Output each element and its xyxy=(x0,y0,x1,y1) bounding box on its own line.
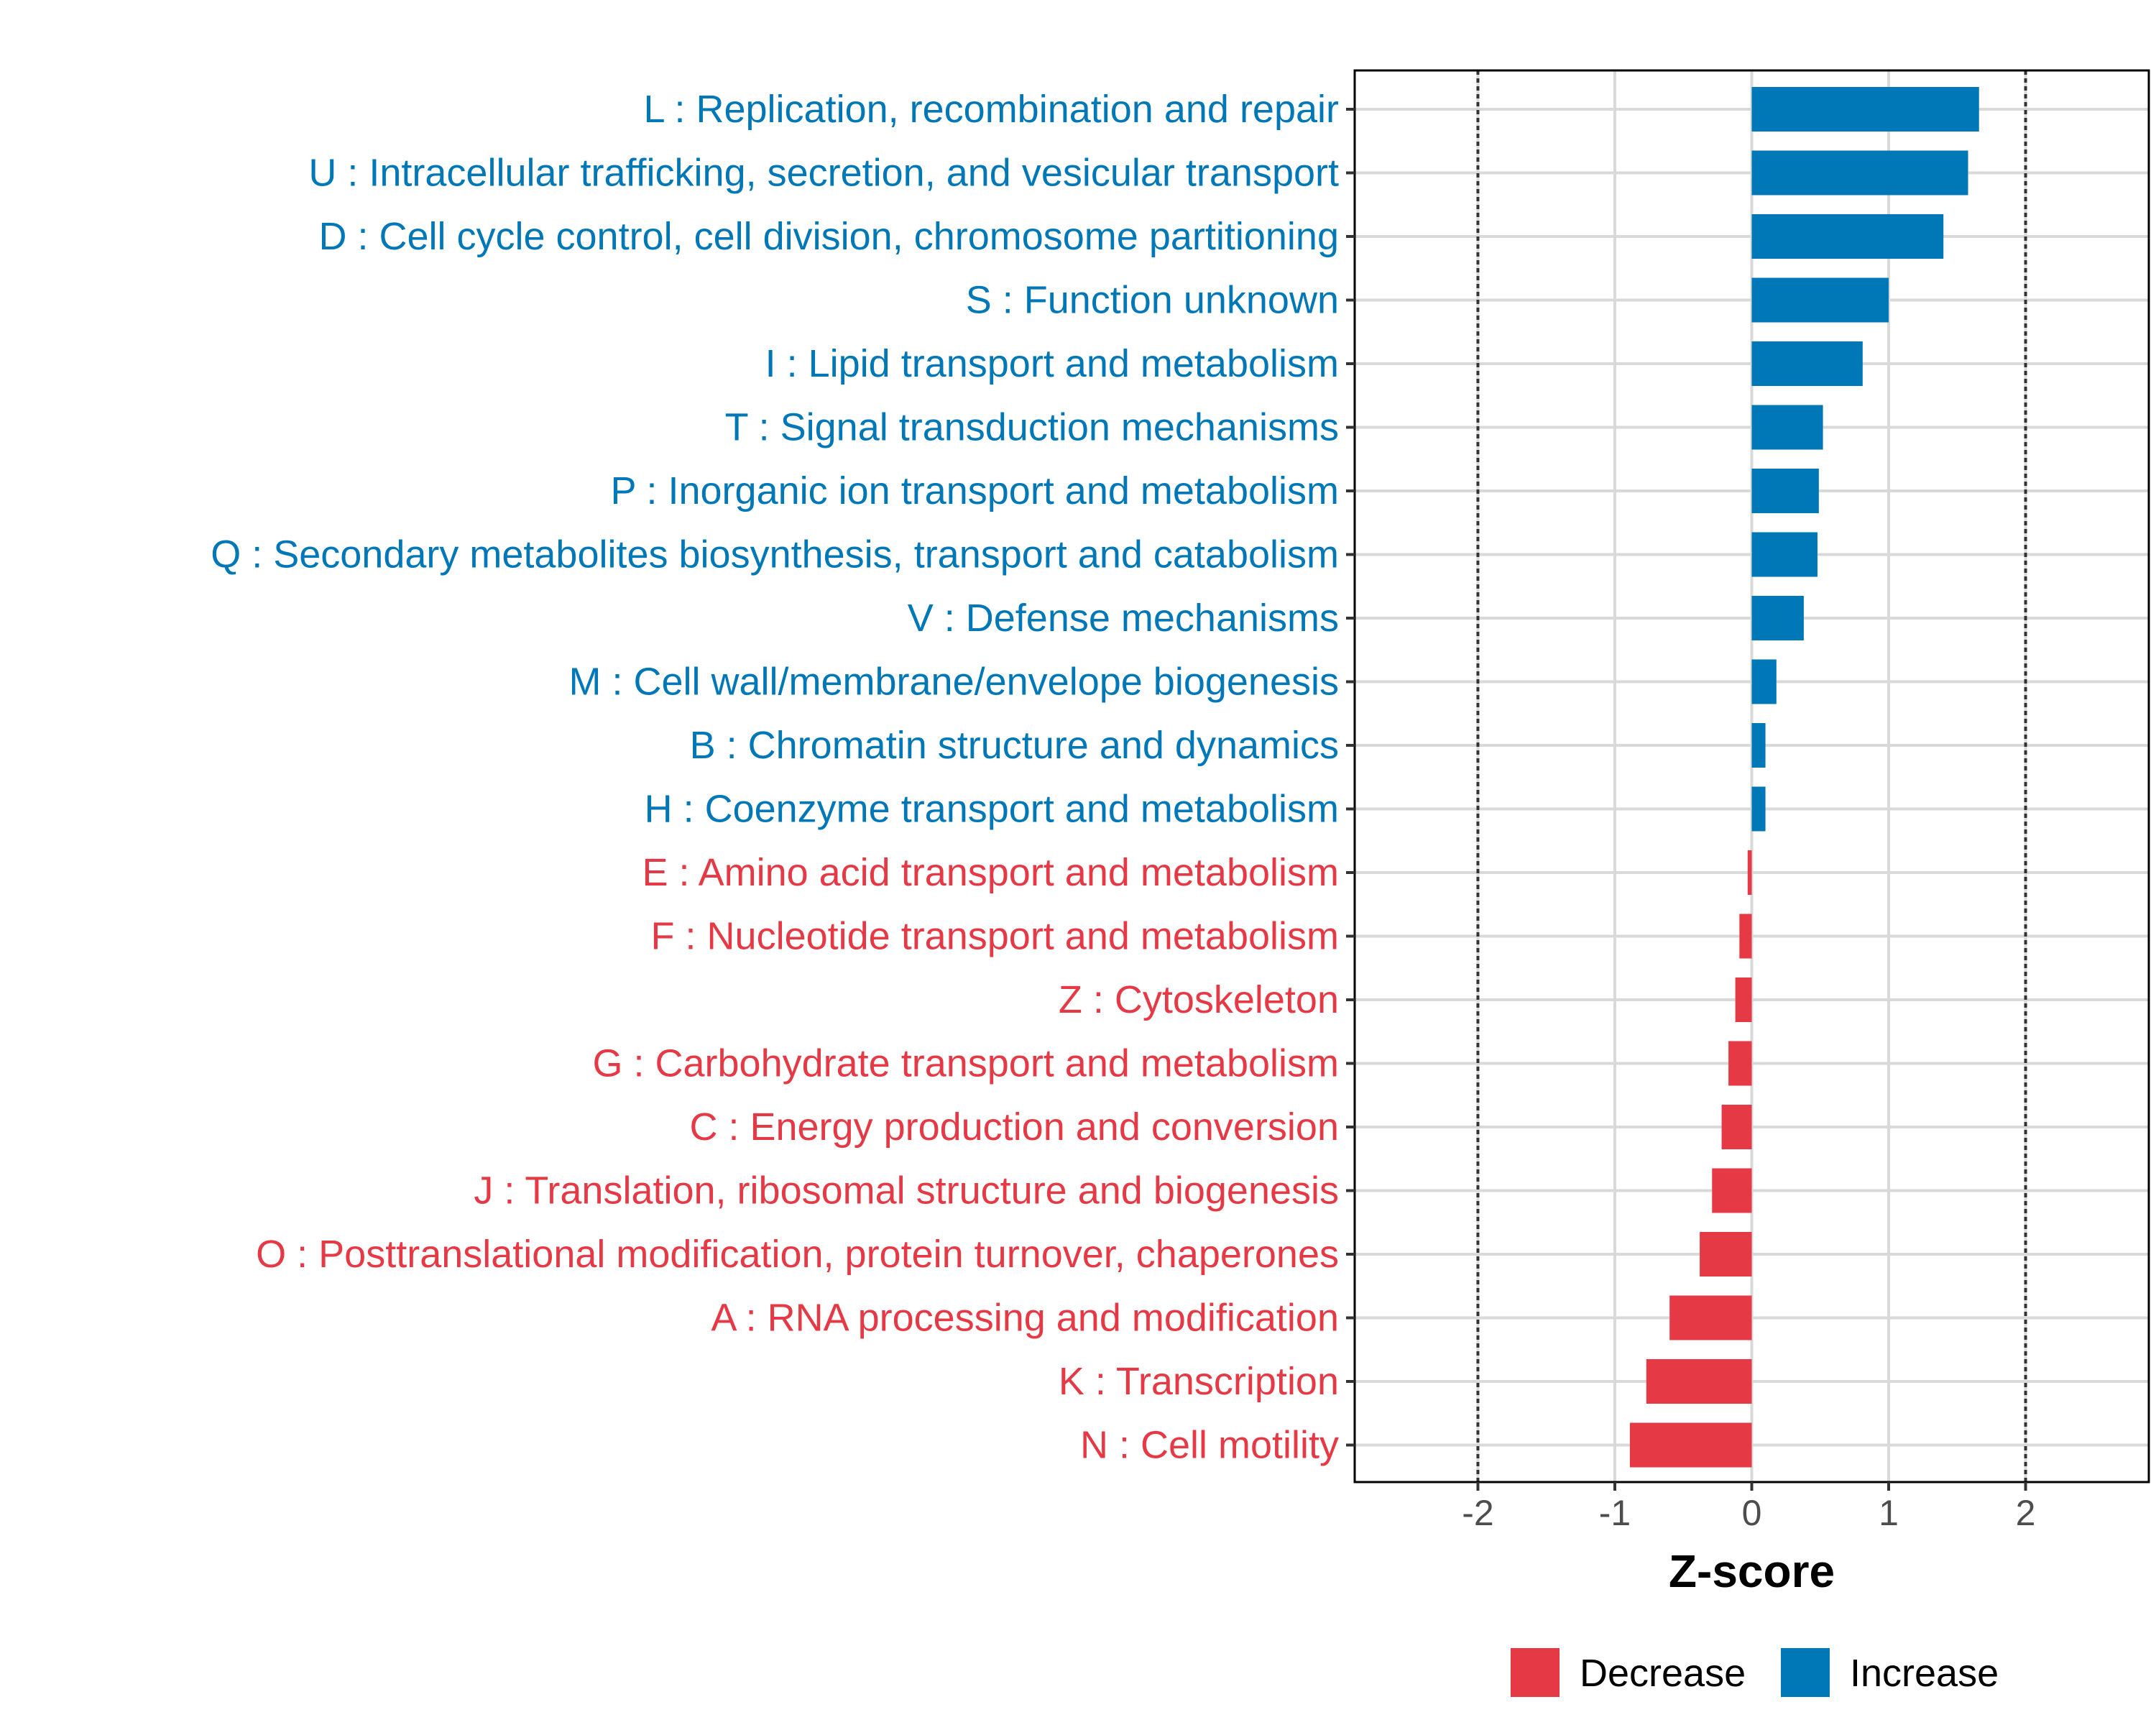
category-label: Q : Secondary metabolites biosynthesis, … xyxy=(211,533,1339,576)
x-tick-label: -2 xyxy=(1462,1493,1493,1533)
legend-label: Increase xyxy=(1850,1652,1999,1695)
category-label: V : Defense mechanisms xyxy=(908,597,1339,640)
category-label: N : Cell motility xyxy=(1080,1424,1339,1467)
bar xyxy=(1739,914,1752,959)
bar xyxy=(1721,1105,1752,1149)
bars xyxy=(1629,87,1979,1468)
bar xyxy=(1751,723,1766,768)
bar xyxy=(1751,596,1804,640)
category-label: E : Amino acid transport and metabolism xyxy=(642,851,1339,894)
bar xyxy=(1712,1168,1752,1213)
x-axis-ticks: -2 -1 0 1 2 xyxy=(1462,1482,2035,1533)
x-tick-label: 1 xyxy=(1879,1493,1899,1533)
bar xyxy=(1751,341,1863,386)
bar xyxy=(1646,1359,1752,1404)
category-label: K : Transcription xyxy=(1059,1360,1339,1403)
category-label: H : Coenzyme transport and metabolism xyxy=(645,788,1339,831)
category-label: L : Replication, recombination and repai… xyxy=(643,88,1339,131)
category-label: B : Chromatin structure and dynamics xyxy=(690,724,1339,767)
bar xyxy=(1751,87,1979,132)
category-label: I : Lipid transport and metabolism xyxy=(765,342,1339,385)
bar xyxy=(1728,1041,1752,1086)
bar xyxy=(1751,469,1819,513)
bar xyxy=(1700,1232,1752,1276)
category-label: S : Function unknown xyxy=(966,279,1339,322)
category-label: A : RNA processing and modification xyxy=(711,1297,1339,1340)
bar xyxy=(1751,532,1818,577)
bar xyxy=(1751,786,1766,832)
legend-label: Decrease xyxy=(1580,1652,1746,1695)
y-axis-category-labels: L : Replication, recombination and repai… xyxy=(211,88,1339,1467)
category-label: C : Energy production and conversion xyxy=(689,1105,1339,1149)
category-label: Z : Cytoskeleton xyxy=(1059,978,1339,1021)
bar xyxy=(1751,405,1823,450)
legend-swatch xyxy=(1781,1648,1830,1697)
category-label: O : Posttranslational modification, prot… xyxy=(256,1233,1339,1276)
bar xyxy=(1751,150,1968,196)
x-axis-title: Z-score xyxy=(1669,1545,1835,1597)
bar xyxy=(1669,1295,1752,1340)
category-label: F : Nucleotide transport and metabolism xyxy=(651,915,1339,958)
category-label: D : Cell cycle control, cell division, c… xyxy=(318,215,1339,258)
legend: Decrease Increase xyxy=(1511,1648,1999,1697)
legend-swatch xyxy=(1511,1648,1560,1697)
bar xyxy=(1629,1422,1752,1468)
category-label: J : Translation, ribosomal structure and… xyxy=(474,1169,1339,1213)
category-label: T : Signal transduction mechanisms xyxy=(725,406,1339,449)
bar xyxy=(1751,659,1777,704)
category-label: G : Carbohydrate transport and metabolis… xyxy=(593,1042,1340,1085)
bar xyxy=(1751,214,1944,259)
x-tick-label: 0 xyxy=(1742,1493,1762,1533)
category-label: M : Cell wall/membrane/envelope biogenes… xyxy=(568,661,1339,704)
category-label: U : Intracellular trafficking, secretion… xyxy=(308,152,1339,195)
x-tick-label: -1 xyxy=(1599,1493,1631,1533)
x-tick-label: 2 xyxy=(2016,1493,2036,1533)
bar xyxy=(1751,277,1889,323)
bar xyxy=(1735,978,1752,1022)
y-axis-ticks xyxy=(1346,108,1355,1447)
reference-lines xyxy=(1476,70,2027,1482)
bar xyxy=(1747,850,1752,895)
category-label: P : Inorganic ion transport and metaboli… xyxy=(610,469,1339,512)
